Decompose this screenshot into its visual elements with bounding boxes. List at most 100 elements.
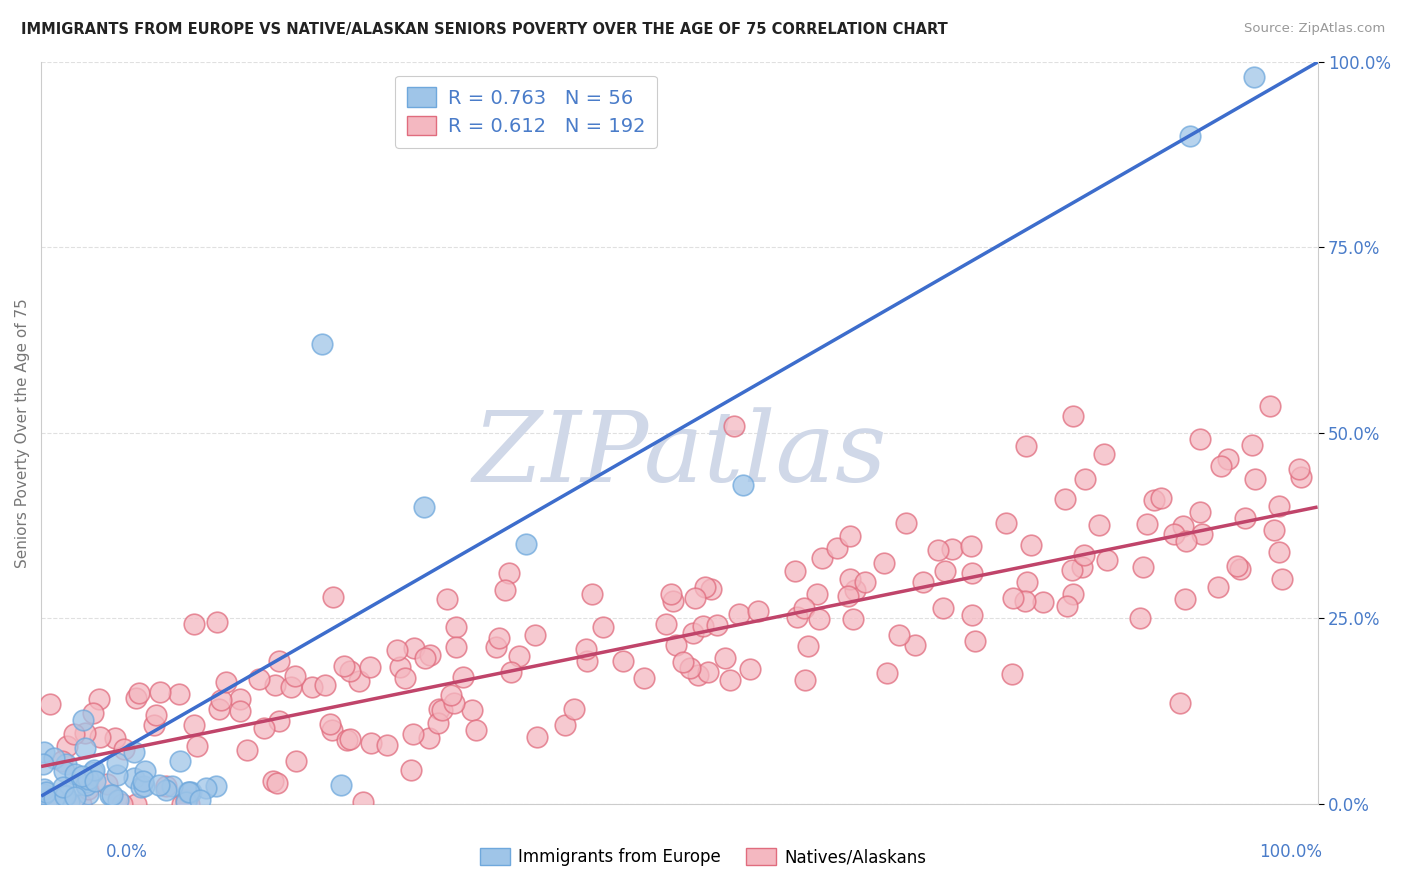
Point xyxy=(1206,580,1229,594)
Point xyxy=(253,721,276,735)
Point xyxy=(111,797,134,811)
Point xyxy=(934,564,956,578)
Point xyxy=(427,715,450,730)
Point xyxy=(51,754,73,768)
Point xyxy=(284,668,307,682)
Point xyxy=(575,641,598,656)
Point xyxy=(75,778,97,792)
Point xyxy=(77,772,100,786)
Point xyxy=(453,670,475,684)
Text: ZIPatlas: ZIPatlas xyxy=(472,408,887,503)
Point xyxy=(1270,572,1292,586)
Point xyxy=(82,706,104,720)
Point xyxy=(65,766,87,780)
Point xyxy=(124,797,146,811)
Point xyxy=(959,539,981,553)
Point xyxy=(209,693,232,707)
Point xyxy=(32,745,55,759)
Point xyxy=(98,788,121,802)
Point xyxy=(215,675,238,690)
Point xyxy=(554,718,576,732)
Point xyxy=(444,640,467,654)
Point xyxy=(62,727,84,741)
Point xyxy=(169,754,191,768)
Point xyxy=(1056,599,1078,613)
Point xyxy=(65,778,87,792)
Point xyxy=(1129,610,1152,624)
Point xyxy=(104,731,127,746)
Point xyxy=(661,587,683,601)
Point xyxy=(385,643,408,657)
Point xyxy=(285,754,308,768)
Point xyxy=(633,671,655,685)
Point xyxy=(499,665,522,680)
Point xyxy=(592,620,614,634)
Point xyxy=(1150,491,1173,505)
Point xyxy=(562,702,585,716)
Point xyxy=(37,797,59,811)
Point xyxy=(89,730,111,744)
Legend: R = 0.763   N = 56, R = 0.612   N = 192: R = 0.763 N = 56, R = 0.612 N = 192 xyxy=(395,76,657,148)
Point xyxy=(994,516,1017,530)
Point xyxy=(941,541,963,556)
Point xyxy=(177,785,200,799)
Point xyxy=(77,787,100,801)
Point xyxy=(786,609,808,624)
Point xyxy=(1243,70,1265,84)
Point xyxy=(965,633,987,648)
Point xyxy=(912,575,935,590)
Point xyxy=(336,733,359,747)
Point xyxy=(1229,561,1251,575)
Point xyxy=(311,337,333,351)
Point xyxy=(105,768,128,782)
Point xyxy=(413,500,436,514)
Text: 0.0%: 0.0% xyxy=(105,843,148,861)
Point xyxy=(329,778,352,792)
Point xyxy=(72,714,94,728)
Point xyxy=(388,660,411,674)
Point xyxy=(785,564,807,578)
Point xyxy=(1062,409,1084,423)
Point xyxy=(683,591,706,606)
Point xyxy=(73,740,96,755)
Point xyxy=(697,665,720,679)
Point xyxy=(842,612,865,626)
Point xyxy=(229,704,252,718)
Point xyxy=(44,751,66,765)
Point xyxy=(1142,493,1164,508)
Point xyxy=(84,774,107,789)
Point xyxy=(174,793,197,807)
Point xyxy=(58,795,80,809)
Point xyxy=(112,742,135,756)
Point xyxy=(183,718,205,732)
Point xyxy=(1054,492,1077,507)
Point xyxy=(672,655,695,669)
Point xyxy=(728,607,751,621)
Point xyxy=(359,660,381,674)
Point xyxy=(427,702,450,716)
Point xyxy=(155,779,177,793)
Point xyxy=(1060,563,1083,577)
Point xyxy=(844,582,866,597)
Point xyxy=(413,651,436,665)
Point xyxy=(77,782,100,797)
Point xyxy=(793,601,815,615)
Point xyxy=(55,757,77,772)
Point xyxy=(402,640,425,655)
Point xyxy=(436,592,458,607)
Point xyxy=(581,587,603,601)
Point xyxy=(301,680,323,694)
Point xyxy=(180,785,202,799)
Point xyxy=(797,639,820,653)
Point xyxy=(204,780,226,794)
Point xyxy=(195,780,218,795)
Point xyxy=(811,550,834,565)
Point xyxy=(1175,534,1198,549)
Point xyxy=(399,763,422,777)
Point xyxy=(100,789,122,803)
Point xyxy=(1170,696,1192,710)
Point xyxy=(134,764,156,779)
Point xyxy=(177,797,200,811)
Point xyxy=(498,566,520,580)
Point xyxy=(87,691,110,706)
